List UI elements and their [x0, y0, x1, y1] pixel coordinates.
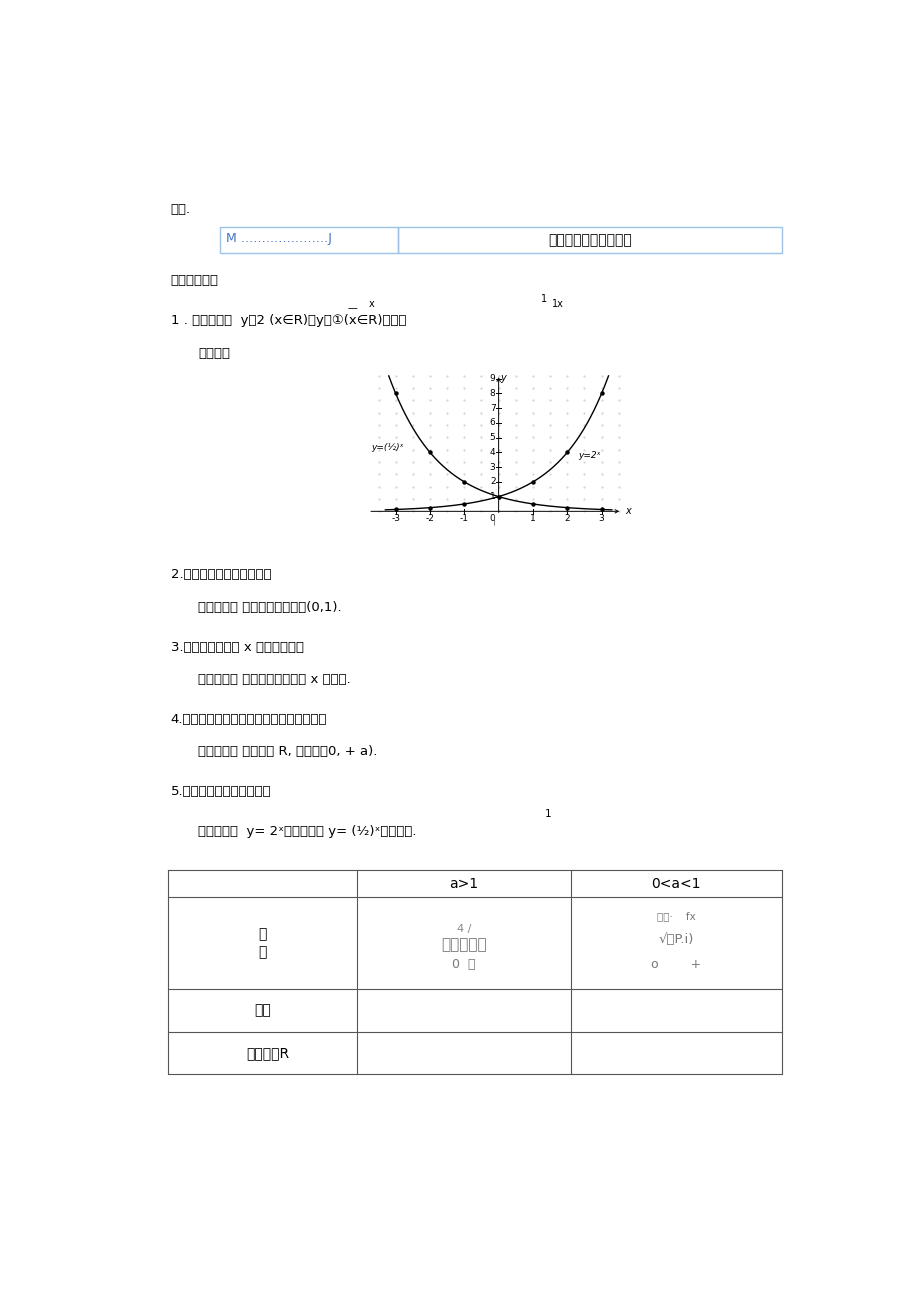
Text: 9: 9: [489, 374, 495, 383]
Text: —: —: [347, 304, 357, 314]
Text: 2: 2: [564, 515, 570, 524]
Text: 1: 1: [545, 809, 551, 818]
Text: 图: 图: [258, 926, 267, 941]
Text: 性质: 性质: [254, 1003, 270, 1018]
Text: 【提示】　 有交点，其坐标为(0,1).: 【提示】 有交点，其坐标为(0,1).: [198, 601, 341, 614]
Text: 5: 5: [489, 433, 495, 442]
Text: x: x: [368, 298, 374, 309]
Text: -1: -1: [460, 515, 469, 524]
Text: 1: 1: [529, 515, 535, 524]
Text: y=2ˣ: y=2ˣ: [577, 451, 600, 460]
Text: 定义域：R: 定义域：R: [246, 1046, 289, 1061]
Text: 1 . 试作出函数  y＝2 (x∈R)和y＝①(x∈R)的图像: 1 . 试作出函数 y＝2 (x∈R)和y＝①(x∈R)的图像: [171, 314, 406, 327]
Text: 【提示】　 定义域是 R, 値域是（0, + a).: 【提示】 定义域是 R, 値域是（0, + a).: [198, 745, 377, 758]
Text: 7: 7: [489, 404, 495, 413]
Text: 5.　两函数的单调性如何？: 5. 两函数的单调性如何？: [171, 786, 271, 799]
Text: |: |: [492, 515, 495, 525]
Text: 1x: 1x: [551, 298, 563, 309]
Text: 2: 2: [490, 477, 495, 486]
Text: 0: 0: [489, 515, 495, 524]
Text: 3: 3: [598, 515, 604, 524]
Text: 4.　两函数的定义域是什么，値域是什么？: 4. 两函数的定义域是什么，値域是什么？: [171, 713, 327, 726]
Text: 8: 8: [489, 390, 495, 397]
Text: 【提示】　 没有交点，图像在 x 轴上方.: 【提示】 没有交点，图像在 x 轴上方.: [198, 674, 350, 687]
Text: 6: 6: [489, 418, 495, 427]
Text: 1: 1: [540, 294, 547, 304]
Text: 尸小·    fx: 尸小· fx: [656, 911, 695, 921]
Bar: [220, 227, 397, 253]
Text: 【问题导思】: 【问题导思】: [171, 274, 219, 287]
Text: 指数函数的图像与性质: 指数函数的图像与性质: [547, 233, 630, 246]
Text: 4 /: 4 /: [456, 924, 471, 934]
Text: 尸七尸角厂: 尸七尸角厂: [440, 937, 486, 952]
Text: x: x: [625, 506, 630, 516]
Text: -3: -3: [391, 515, 400, 524]
Text: 2.　两函数图像有无交点？: 2. 两函数图像有无交点？: [171, 568, 271, 581]
Text: 【提示】　  y= 2ˣ是增函数， y= (¹⁄₂)ˣ是减函数.: 【提示】 y= 2ˣ是增函数， y= (¹⁄₂)ˣ是减函数.: [198, 826, 416, 839]
Text: 0  ；: 0 ；: [451, 959, 475, 971]
Text: √（P.i): √（P.i): [658, 933, 693, 946]
Text: y: y: [500, 374, 505, 383]
Bar: [397, 227, 780, 253]
Text: 3.　两函数图像与 x 轴有交点吗？: 3. 两函数图像与 x 轴有交点吗？: [171, 641, 303, 654]
Text: 1: 1: [489, 493, 495, 502]
Text: a>1: a>1: [448, 877, 478, 891]
Text: 象: 象: [258, 946, 267, 959]
Text: 0<a<1: 0<a<1: [651, 877, 700, 891]
Text: 常量.: 常量.: [171, 202, 191, 215]
Text: M …………………J: M …………………J: [225, 232, 332, 245]
Text: y=(½)ˣ: y=(½)ˣ: [371, 443, 403, 452]
Text: 3: 3: [489, 463, 495, 472]
Text: o        +: o +: [651, 959, 700, 971]
Text: -2: -2: [425, 515, 434, 524]
Text: 【提示】: 【提示】: [198, 347, 230, 360]
Text: 4: 4: [490, 448, 495, 457]
